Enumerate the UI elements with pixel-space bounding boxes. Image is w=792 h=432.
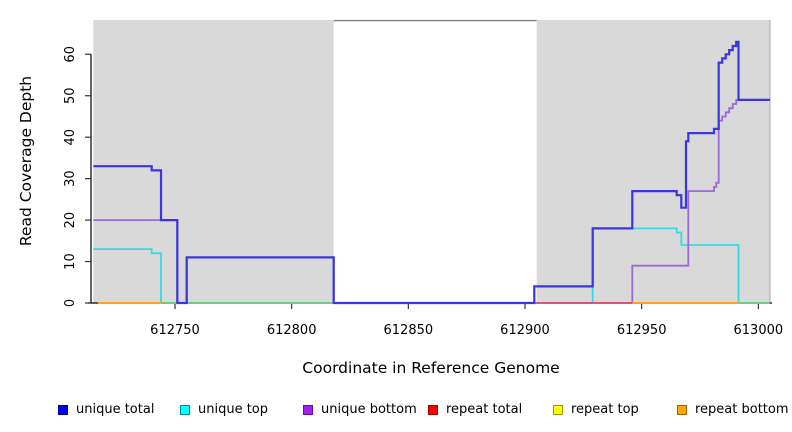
shaded-background-regions bbox=[93, 19, 771, 303]
y-tick-label: 50 bbox=[63, 87, 78, 104]
legend-item-unique-top: unique top bbox=[180, 402, 268, 417]
legend: unique total unique top unique bottom repea… bbox=[0, 0, 792, 417]
coverage-step-lines bbox=[93, 40, 770, 305]
legend-label: unique top bbox=[198, 402, 269, 417]
x-tick-label: 612900 bbox=[500, 323, 550, 338]
y-tick-label: 20 bbox=[63, 212, 78, 229]
legend-item-repeat-total: repeat total bbox=[428, 402, 522, 417]
y-tick-label: 40 bbox=[63, 129, 78, 146]
legend-label: unique bottom bbox=[321, 402, 417, 417]
legend-swatch-unique-top bbox=[180, 404, 190, 415]
y-tick-label: 30 bbox=[63, 170, 78, 187]
legend-swatch-repeat-total bbox=[428, 404, 438, 415]
series-unique-top bbox=[93, 227, 770, 304]
legend-swatch-unique-bottom bbox=[303, 404, 313, 415]
y-tick-label: 60 bbox=[63, 46, 78, 63]
x-tick-label: 613000 bbox=[734, 323, 784, 338]
x-axis-label: Coordinate in Reference Genome bbox=[302, 359, 559, 377]
legend-label: repeat top bbox=[571, 402, 639, 417]
y-tick-label: 0 bbox=[63, 299, 78, 307]
legend-label: unique total bbox=[76, 402, 155, 417]
legend-label: repeat bottom bbox=[695, 402, 789, 417]
y-tick-label: 10 bbox=[63, 253, 78, 270]
x-tick-label: 612750 bbox=[150, 323, 200, 338]
legend-item-unique-total: unique total bbox=[58, 402, 154, 417]
right-shaded-region bbox=[536, 20, 770, 303]
legend-item-repeat-top: repeat top bbox=[553, 402, 639, 417]
legend-swatch-repeat-top bbox=[553, 404, 563, 415]
x-tick-label: 612850 bbox=[384, 323, 434, 338]
x-tick-label: 612800 bbox=[267, 323, 317, 338]
x-tick-label: 612950 bbox=[617, 323, 667, 338]
left-shaded-region bbox=[93, 20, 334, 303]
legend-item-repeat-bottom: repeat bottom bbox=[677, 402, 789, 417]
legend-swatch-unique-total bbox=[58, 404, 68, 415]
legend-swatch-repeat-bottom bbox=[677, 404, 687, 415]
legend-label: repeat total bbox=[446, 402, 523, 417]
y-axis-label: Read Coverage Depth bbox=[17, 76, 35, 246]
legend-item-unique-bottom: unique bottom bbox=[303, 402, 417, 417]
series-unique-total bbox=[93, 40, 770, 305]
